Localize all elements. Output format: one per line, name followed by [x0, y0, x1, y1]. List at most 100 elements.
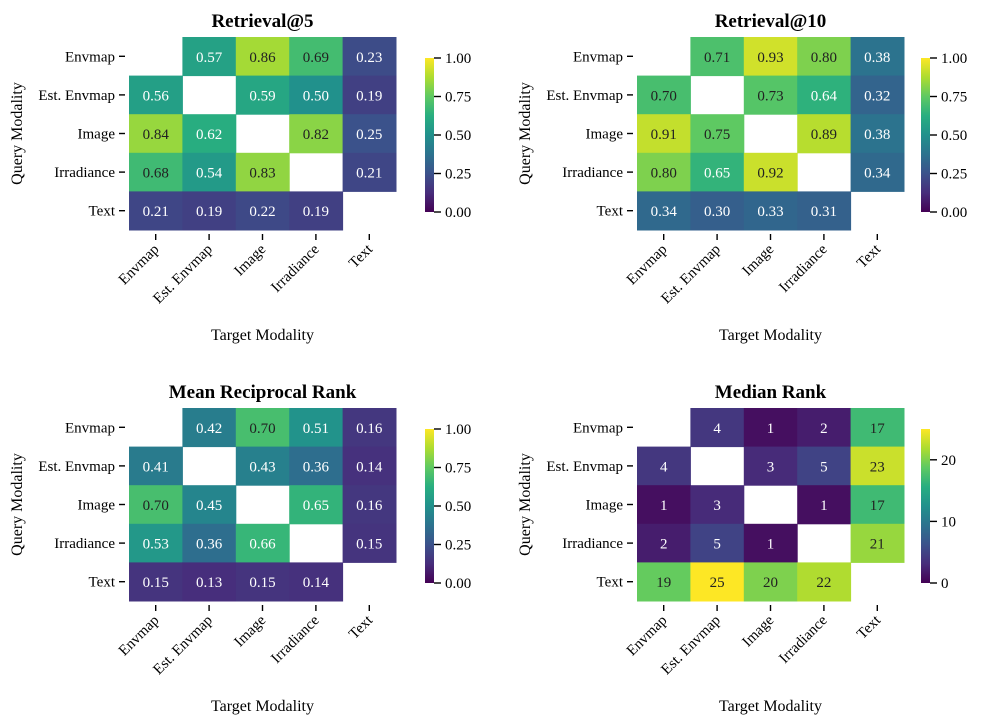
row-tick-label: Envmap: [65, 49, 115, 65]
heatmap-cell: [342, 152, 397, 192]
row-tick-label: Text: [89, 575, 116, 591]
cell-label: 0.64: [811, 88, 838, 104]
heatmap-cell: [182, 37, 237, 77]
cell-label: 25: [710, 575, 725, 591]
cell-label: 0.66: [249, 537, 276, 553]
cell-label: 0.45: [196, 498, 222, 514]
heatmap-cell: [850, 408, 905, 448]
cell-label: 20: [763, 575, 778, 591]
cell-label: 0.34: [864, 166, 891, 182]
heatmap-cell: [235, 408, 290, 448]
cell-label: 0.15: [356, 537, 382, 553]
cell-label: 0.69: [303, 50, 329, 66]
col-tick-label: Envmap: [624, 242, 671, 289]
row-tick-label: Est. Envmap: [546, 459, 623, 475]
heatmap-cell: [690, 562, 745, 602]
row-tick-label: Image: [78, 498, 116, 514]
colorbar-tick-label: 0.50: [941, 128, 967, 144]
heatmap-cell: [797, 75, 852, 115]
cell-label: 0.65: [303, 498, 329, 514]
cell-label: 4: [660, 459, 668, 475]
colorbar-tick-label: 0: [941, 576, 949, 592]
cell-label: 0.80: [811, 50, 837, 66]
chart-title: Mean Reciprocal Rank: [169, 382, 357, 403]
heatmap-cell: [690, 37, 745, 77]
cell-label: 22: [816, 575, 831, 591]
heatmap-cell: [342, 485, 397, 525]
row-tick-label: Irradiance: [54, 165, 115, 181]
chart-title: Median Rank: [715, 382, 827, 403]
row-tick-label: Irradiance: [54, 536, 115, 552]
heatmap-cell: [797, 446, 852, 486]
heatmap-cell: [637, 523, 691, 563]
heatmap-cell: [637, 114, 691, 154]
cell-label: 0.16: [356, 498, 383, 514]
cell-label: 0.68: [143, 166, 169, 182]
colorbar-tick-label: 0.50: [445, 128, 471, 144]
cell-label: 0.54: [196, 166, 223, 182]
heatmap-cell: [743, 191, 798, 231]
cell-label: 0.53: [143, 537, 169, 553]
cell-label: 0.83: [249, 166, 275, 182]
heatmap-cell: [850, 446, 905, 486]
colorbar-tick-label: 0.00: [941, 205, 967, 221]
cell-label: 0.57: [196, 50, 223, 66]
colorbar: [921, 429, 930, 583]
heatmap-cell: [235, 523, 290, 563]
heatmap-cell: [182, 152, 237, 192]
heatmap-cell: [850, 152, 905, 192]
colorbar-tick-label: 10: [941, 514, 956, 530]
colorbar-tick-label: 0.00: [445, 205, 471, 221]
heatmap-cell: [690, 191, 745, 231]
colorbar-tick-label: 1.00: [941, 51, 967, 67]
heatmap-cell: [129, 75, 183, 115]
cell-label: 0.62: [196, 127, 222, 143]
cell-label: 0.30: [704, 204, 730, 220]
heatmap-panel: Mean Reciprocal Rank 0.42 0.70 0.51 0.16 0.41…: [9, 382, 471, 715]
row-tick-label: Text: [597, 575, 624, 591]
colorbar-tick-label: 0.25: [941, 167, 967, 183]
row-tick-label: Irradiance: [562, 536, 623, 552]
col-tick-label: Irradiance: [268, 241, 323, 296]
cell-label: 2: [820, 421, 828, 437]
colorbar: [921, 58, 930, 212]
colorbar: [425, 429, 434, 583]
chart-title: Retrieval@10: [715, 11, 827, 32]
heatmap-cell: [850, 114, 905, 154]
heatmap-cell: [690, 523, 745, 563]
heatmap-cell: [235, 446, 290, 486]
cell-label: 17: [870, 498, 886, 514]
cell-label: 0.38: [864, 127, 890, 143]
cell-label: 1: [767, 421, 775, 437]
cell-label: 0.22: [249, 204, 275, 220]
colorbar-tick-label: 1.00: [445, 51, 471, 67]
row-tick-label: Est. Envmap: [38, 88, 115, 104]
heatmap-cell: [182, 485, 237, 525]
colorbar-tick-label: 0.00: [445, 576, 471, 592]
heatmap-cell: [637, 191, 691, 231]
col-tick-label: Image: [232, 241, 270, 279]
heatmap-cell: [235, 152, 290, 192]
cell-label: 0.34: [651, 204, 678, 220]
heatmap-cell: [342, 37, 397, 77]
cell-label: 0.23: [356, 50, 382, 66]
row-tick-label: Est. Envmap: [38, 459, 115, 475]
x-axis-label: Target Modality: [719, 698, 822, 715]
cell-label: 0.14: [303, 575, 330, 591]
cell-label: 0.21: [143, 204, 169, 220]
row-tick-label: Envmap: [573, 420, 623, 436]
colorbar-tick-label: 0.25: [445, 538, 471, 554]
x-axis-label: Target Modality: [211, 698, 314, 715]
cell-label: 19: [656, 575, 671, 591]
heatmap-cell: [289, 408, 344, 448]
row-tick-label: Image: [586, 498, 624, 514]
heatmap-cell: [797, 562, 852, 602]
heatmap-cell: [129, 485, 183, 525]
col-tick-label: Irradiance: [776, 612, 831, 667]
col-tick-label: Envmap: [116, 242, 163, 289]
colorbar-tick-label: 0.75: [445, 461, 471, 477]
heatmap-cell: [797, 408, 852, 448]
heatmap-cell: [182, 408, 237, 448]
heatmap-cell: [342, 408, 397, 448]
cell-label: 0.93: [757, 50, 783, 66]
